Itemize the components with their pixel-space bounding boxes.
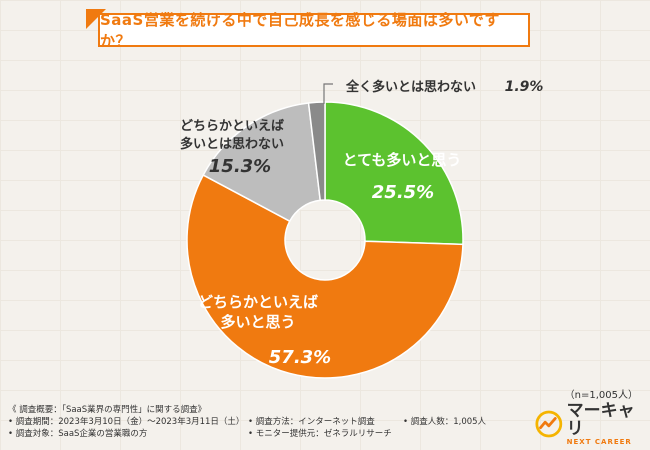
pie-slice-4 <box>307 101 326 202</box>
survey-notes: 《 調査概要：「SaaS業界の専門性」に関する調査》 • 調査期間：2023年3… <box>8 404 528 440</box>
survey-period: • 調査期間：2023年3月10日（金）〜2023年3月11日（土） <box>8 417 245 427</box>
slice-label-1-line-1: とても多いと思う <box>343 151 462 169</box>
survey-target: • 調査対象：SaaS企業の営業職の方 <box>8 429 148 439</box>
slice-value-2: 57.3% <box>269 347 331 368</box>
leader-line <box>323 83 333 104</box>
slice-label-2-line-1: どちらかといえば <box>198 293 318 311</box>
chart-title: SaaS営業を続ける中で自己成長を感じる場面は多いですか？ <box>98 11 530 50</box>
slice-label-3-line-1: どちらかといえば <box>180 119 284 134</box>
survey-summary: 《 調査概要：「SaaS業界の専門性」に関する調査》 <box>8 405 207 415</box>
brand-logo: マーキャリ NEXT CAREER <box>535 401 645 446</box>
slice-value-1: 25.5% <box>372 182 434 203</box>
slice-value-3: 15.3% <box>209 156 271 177</box>
career-growth-logo-icon <box>535 410 563 438</box>
pie-slice-2 <box>186 174 464 379</box>
survey-method: • 調査方法：インターネット調査 <box>248 417 375 427</box>
slice-label-3-line-2: 多いとは思わない <box>180 136 284 152</box>
slice-label-4-line-1: 全く多いとは思わない <box>345 79 476 95</box>
logo-subtitle: NEXT CAREER <box>566 438 632 446</box>
chart-title-text: SaaS営業を続ける中で自己成長を感じる場面は多いですか？ <box>100 11 500 50</box>
survey-count: • 調査人数：1,005人 <box>403 417 487 427</box>
pie-slice-3 <box>202 102 322 223</box>
sample-size: （n=1,005人） <box>564 390 638 401</box>
logo-name: マーキャリ <box>566 401 635 439</box>
survey-provider: • モニター提供元：ゼネラルリサーチ <box>248 429 392 439</box>
slice-value-4: 1.9% <box>505 79 544 95</box>
pie-slice-1 <box>324 101 464 246</box>
slice-label-2-line-2: 多いと思う <box>220 313 295 331</box>
